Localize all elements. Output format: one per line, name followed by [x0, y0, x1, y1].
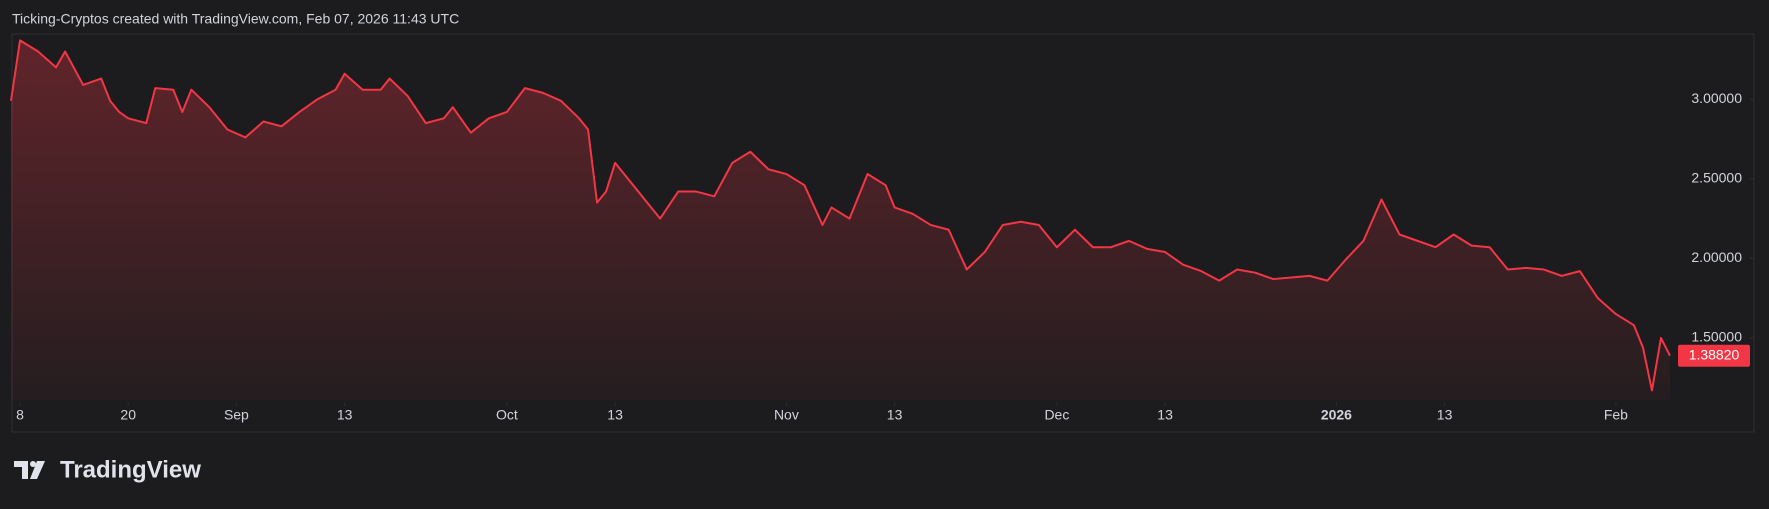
price-area: [11, 40, 1670, 401]
x-tick-label: 13: [1437, 407, 1453, 423]
x-tick-label: Oct: [496, 407, 518, 423]
x-tick-label: 20: [120, 407, 136, 423]
x-tick-label: Feb: [1604, 407, 1628, 423]
x-tick-label: 13: [887, 407, 903, 423]
logo-icon: [30, 461, 36, 467]
x-tick-label: Sep: [224, 407, 249, 423]
x-tick-label: Nov: [774, 407, 799, 423]
logo-icon: [30, 461, 45, 479]
x-tick-label: 13: [607, 407, 623, 423]
x-tick-label: 8: [16, 407, 24, 423]
y-tick-label: 2.00000: [1691, 249, 1742, 265]
y-tick-label: 3.00000: [1691, 90, 1742, 106]
x-tick-label: 13: [337, 407, 353, 423]
price-label: 1.38820: [1689, 346, 1740, 362]
logo-icon: [14, 461, 28, 479]
x-tick-label: 13: [1157, 407, 1173, 423]
y-tick-label: 2.50000: [1691, 170, 1742, 186]
chart-title: Ticking-Cryptos created with TradingView…: [12, 11, 459, 27]
x-tick-label: 2026: [1321, 407, 1352, 423]
price-line: [10, 39, 1671, 392]
price-label-box: [1678, 344, 1750, 367]
brand-logo: TradingView: [14, 456, 201, 483]
y-tick-label: 1.50000: [1691, 329, 1742, 345]
brand-name: TradingView: [60, 456, 201, 483]
x-tick-label: Dec: [1044, 407, 1069, 423]
